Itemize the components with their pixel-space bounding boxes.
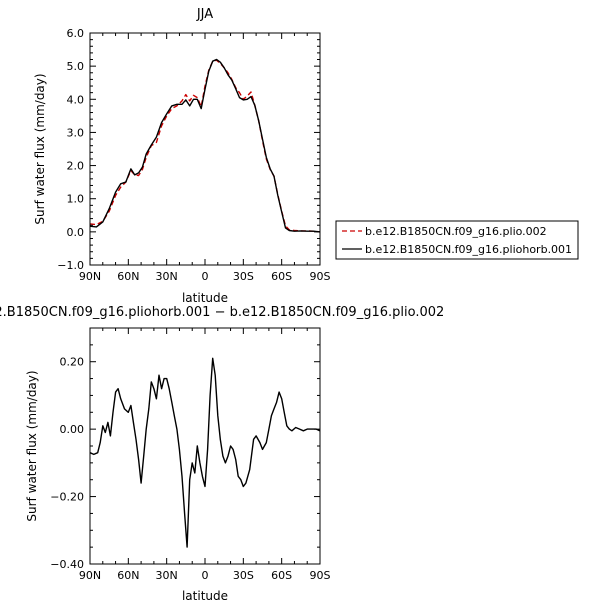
panel1-x-tick-label: 60S [271,270,292,283]
panel2-y-tick-label: 0.00 [60,423,85,436]
panel1-x-tick-label: 30N [156,270,178,283]
panel2-y-tick-label: −0.40 [50,558,84,571]
panel1-y-tick-label: 5.0 [67,60,85,73]
panel2-y-tick-label: 0.20 [60,356,85,369]
mean-flux-panel: JJA 90N 60N 30N 0 30S 60S 90S −1.0 0.0 1.0 2.0 3.0 4… [33,7,579,305]
legend-label-pliohorb: b.e12.B1850CN.f09_g16.pliohorb.001 [365,243,572,256]
panel2-x-tick-label: 60S [271,569,292,582]
panel1-x-axis-label: latitude [182,291,228,305]
panel1-y-tick-label: 0.0 [67,226,85,239]
panel1-y-tick-label: 6.0 [67,27,85,40]
panel1-title: JJA [196,7,213,22]
panel2-title: b.e12.B1850CN.f09_g16.pliohorb.001 − b.e… [0,305,444,320]
panel2-plot-frame [89,327,321,565]
panel2-x-axis-label: latitude [182,589,228,603]
panel2-x-tick-label: 30N [156,569,178,582]
panel1-plot-frame [89,32,321,266]
panel2-x-tick-label: 30S [233,569,254,582]
panel1-y-tick-label: 4.0 [67,93,85,106]
panel2-y-axis-label: Surf water flux (mm/day) [25,370,39,521]
difference-panel: b.e12.B1850CN.f09_g16.pliohorb.001 − b.e… [0,305,444,603]
panel2-x-tick-label: 0 [202,569,209,582]
panel1-y-tick-label: 1.0 [67,193,85,206]
panel2-x-tick-label: 90N [79,569,101,582]
panel2-series-line-0 [89,357,321,548]
panel1-x-tick-label: 60N [117,270,139,283]
legend-box [335,220,579,260]
panel1-y-tick-label: 2.0 [67,160,85,173]
panel1-x-tick-label: 0 [202,270,209,283]
legend-label-plio: b.e12.B1850CN.f09_g16.plio.002 [365,225,547,238]
panel1-y-tick-label: 3.0 [67,126,85,139]
panel1-series-line-1 [89,58,321,233]
legend: b.e12.B1850CN.f09_g16.plio.002 b.e12.B18… [335,220,579,260]
panel1-x-tick-label: 90N [79,270,101,283]
panel1-x-tick-label: 90S [310,270,331,283]
panel2-y-tick-label: −0.20 [50,491,84,504]
panel1-y-tick-label: −1.0 [57,259,84,272]
panel1-y-axis-label: Surf water flux (mm/day) [33,73,47,224]
panel2-x-tick-label: 90S [310,569,331,582]
panel2-x-tick-label: 60N [117,569,139,582]
panel1-x-tick-label: 30S [233,270,254,283]
